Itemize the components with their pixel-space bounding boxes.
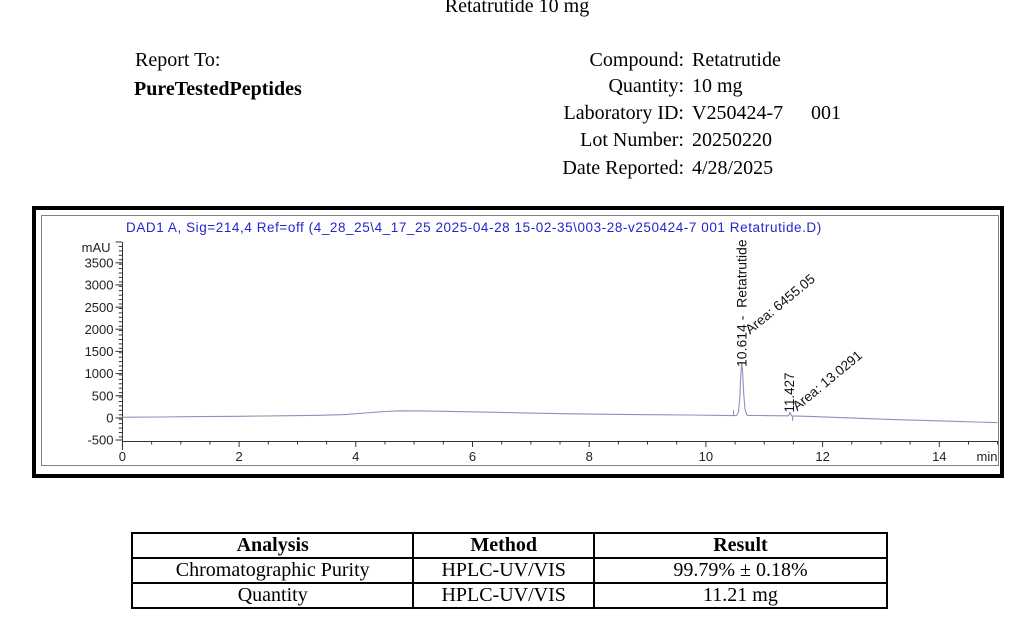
svg-text:11.427: 11.427 xyxy=(782,373,797,413)
svg-text:2500: 2500 xyxy=(85,300,114,315)
svg-text:10.614 - Retatrutide: 10.614 - Retatrutide xyxy=(734,239,750,367)
svg-text:2: 2 xyxy=(235,449,242,464)
svg-text:DAD1 A, Sig=214,4 Ref=off (4_2: DAD1 A, Sig=214,4 Ref=off (4_28_25\4_17_… xyxy=(126,220,822,235)
svg-text:4: 4 xyxy=(352,449,359,464)
svg-text:14: 14 xyxy=(932,449,946,464)
svg-text:10: 10 xyxy=(699,449,713,464)
svg-text:mAU: mAU xyxy=(82,240,111,255)
svg-text:2000: 2000 xyxy=(85,322,114,337)
svg-text:0: 0 xyxy=(119,449,126,464)
svg-text:0: 0 xyxy=(106,411,113,426)
svg-text:min: min xyxy=(977,449,998,464)
svg-text:6: 6 xyxy=(469,449,476,464)
svg-text:3000: 3000 xyxy=(85,278,114,293)
svg-text:-500: -500 xyxy=(87,433,113,448)
svg-text:3500: 3500 xyxy=(85,256,114,271)
svg-text:500: 500 xyxy=(92,388,114,403)
svg-text:1000: 1000 xyxy=(85,366,114,381)
svg-text:1500: 1500 xyxy=(85,344,114,359)
svg-text:8: 8 xyxy=(586,449,593,464)
svg-text:Area: 13.0291: Area: 13.0291 xyxy=(790,348,865,414)
svg-text:Area: 6455.05: Area: 6455.05 xyxy=(742,271,817,337)
svg-text:12: 12 xyxy=(815,449,829,464)
